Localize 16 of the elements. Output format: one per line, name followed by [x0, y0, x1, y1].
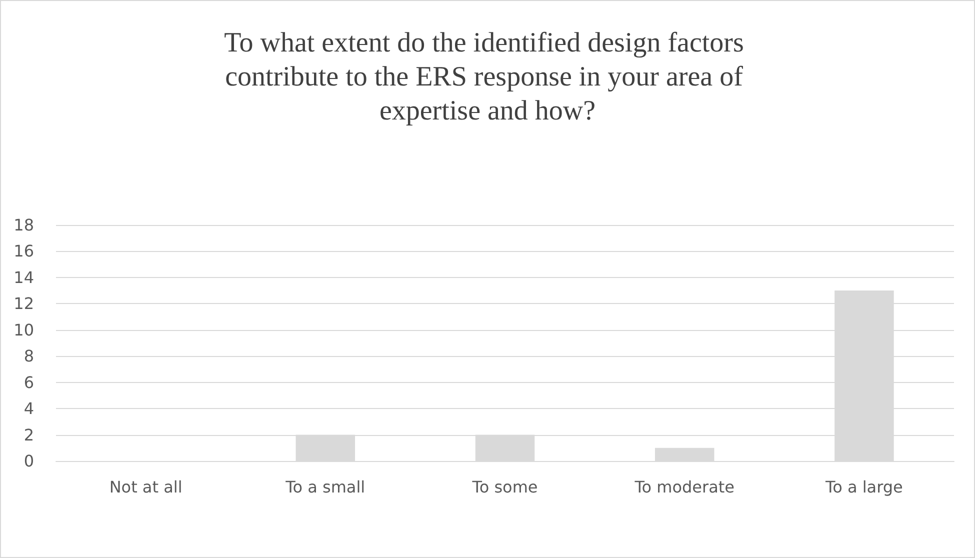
y-tick-label: 4 [24, 399, 34, 418]
x-tick-label: To moderate [634, 478, 735, 496]
y-tick-label: 10 [14, 320, 34, 340]
x-tick-label: To some [471, 478, 538, 496]
y-tick-label: 18 [14, 216, 34, 234]
x-tick-label: Not at all [109, 478, 182, 496]
y-tick-label: 16 [14, 242, 34, 261]
y-tick-label: 14 [14, 268, 34, 287]
x-tick-label: To a large [824, 478, 903, 496]
y-tick-label: 12 [14, 294, 34, 314]
y-tick-label: 6 [24, 372, 34, 392]
y-tick-label: 0 [24, 452, 34, 470]
y-tick-label: 2 [24, 425, 34, 444]
chart-title: To what extent do the identified design factors contribute to the ERS response in your area of expertise and how? [224, 28, 751, 126]
y-tick-label: 8 [24, 346, 34, 366]
x-tick-label: To a small [284, 478, 366, 496]
